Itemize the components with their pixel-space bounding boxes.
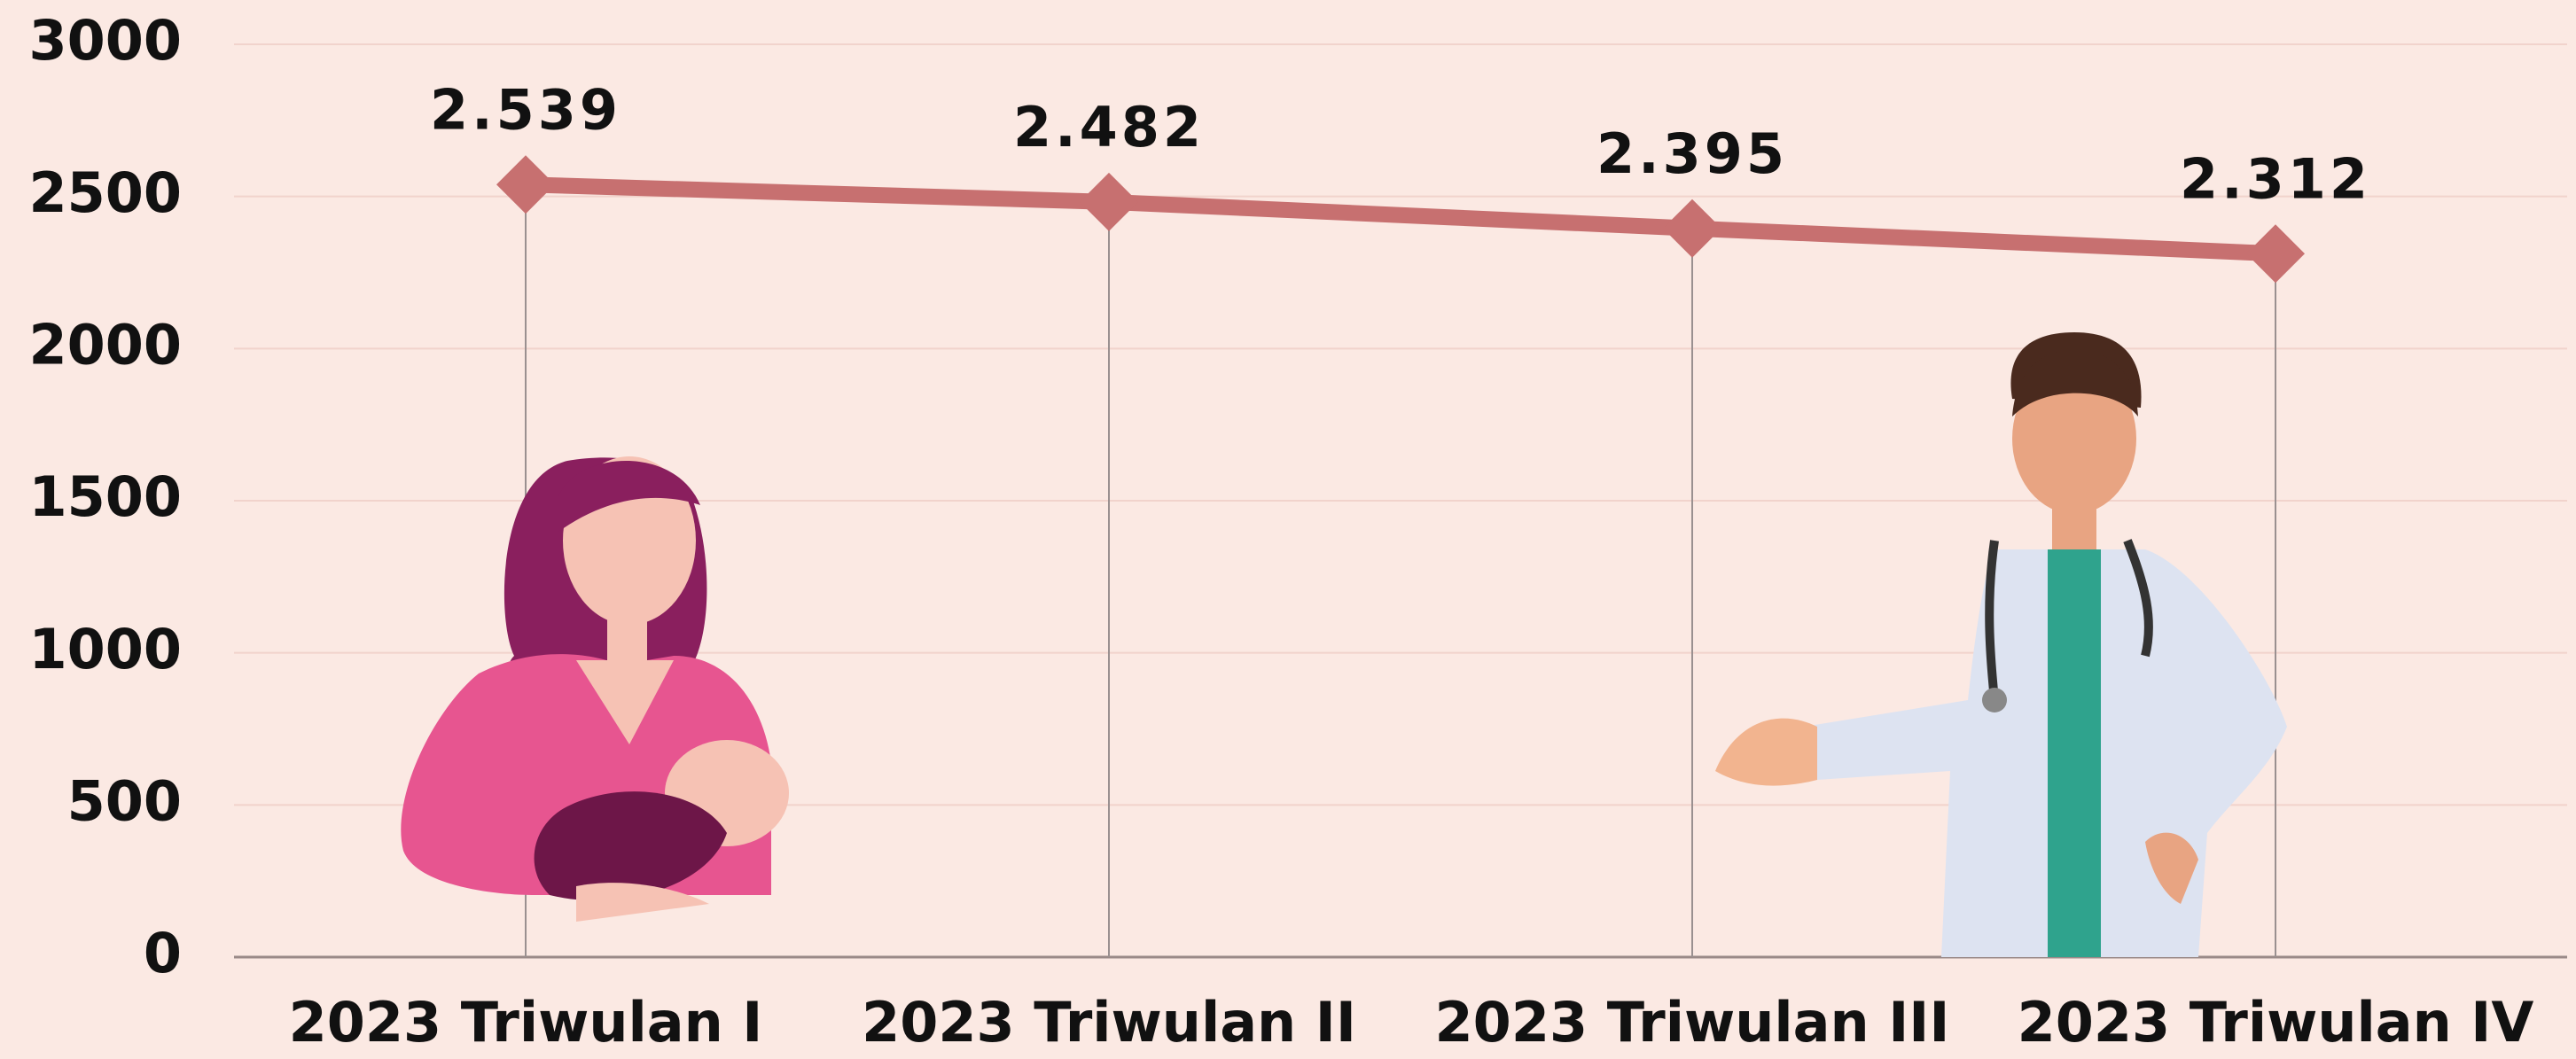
mother-illustration [401, 456, 789, 922]
x-tick-label: 2023 Triwulan I [289, 990, 763, 1055]
y-tick-label: 3000 [28, 8, 182, 73]
y-tick-label: 1000 [28, 617, 182, 681]
y-tick-label: 0 [144, 921, 182, 985]
grid: 0 500 1000 1500 2000 2500 3000 [28, 8, 2567, 985]
x-tick-label: 2023 Triwulan IV [2018, 990, 2534, 1055]
data-label: 2.539 [430, 77, 621, 142]
marker [496, 155, 555, 214]
marker [1663, 199, 1721, 258]
data-label: 2.482 [1013, 95, 1205, 160]
marker [2246, 224, 2305, 284]
line [525, 176, 2276, 262]
x-tick-label: 2023 Triwulan III [1435, 990, 1950, 1055]
y-tick-label: 500 [67, 768, 182, 833]
data-label: 2.395 [1596, 121, 1788, 186]
y-tick-label: 2500 [28, 160, 182, 225]
doctor-illustration [1715, 332, 2287, 957]
x-tick-label: 2023 Triwulan II [862, 990, 1356, 1055]
marker [1080, 172, 1138, 231]
y-tick-label: 2000 [28, 312, 182, 377]
plot: 2.539 2.482 2.395 2.312 2023 Triwulan I 2023 … [289, 77, 2534, 1055]
data-label: 2.312 [2180, 146, 2371, 211]
y-tick-label: 1500 [28, 464, 182, 529]
